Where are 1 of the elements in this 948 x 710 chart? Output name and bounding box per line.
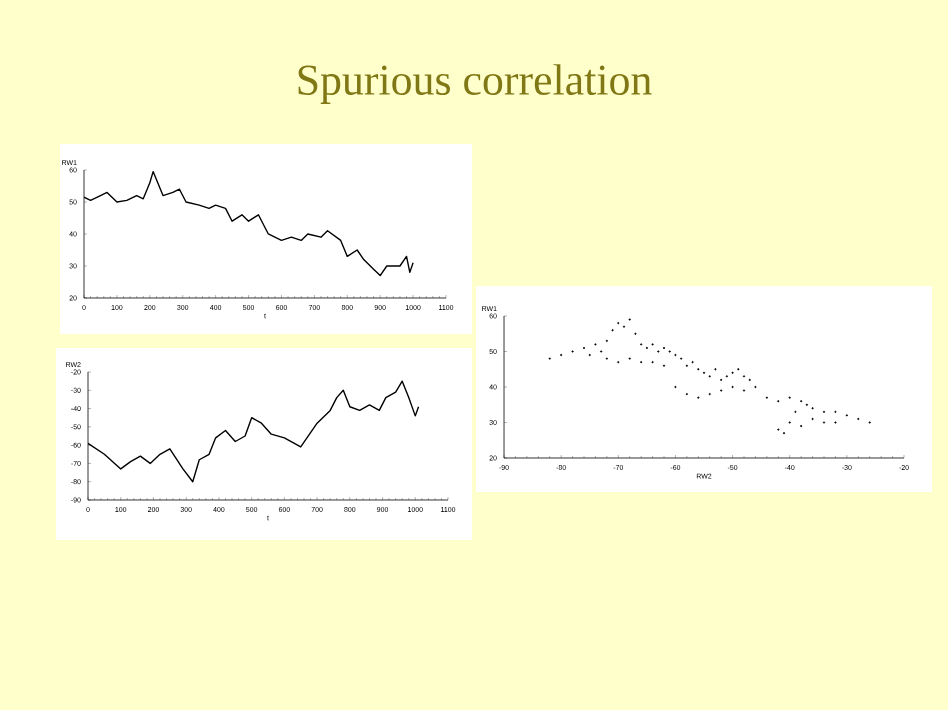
chart-title: Spurious correlation (298, 64, 652, 104)
